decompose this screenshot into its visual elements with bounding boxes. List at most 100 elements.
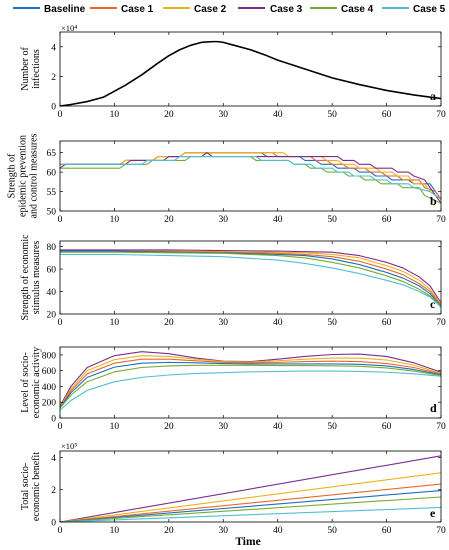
legend-item: Case 5 [382, 4, 446, 15]
y-tick-label: 60 [47, 169, 57, 179]
plot-frame [59, 346, 442, 419]
legend-item: Case 3 [238, 4, 303, 15]
y-tick-label: 0 [51, 415, 56, 425]
series-line [59, 370, 442, 411]
series-line [59, 483, 442, 523]
x-tick-label: 60 [382, 526, 392, 536]
panel-letter: c [430, 297, 436, 311]
y-tick-label: 400 [42, 383, 57, 393]
panel-e: 0 10 20 30 40 50 60 70 0 2 4 ×10⁵ e Total socio-econo… [20, 441, 446, 536]
y-axis-label: Level of socio-economic activity [20, 347, 42, 418]
x-tick-label: 50 [327, 215, 337, 225]
y-tick-label: 0 [51, 103, 56, 113]
legend-item: Case 1 [90, 4, 154, 15]
axis-multiplier: ×10⁴ [61, 23, 77, 33]
x-tick-label: 20 [164, 110, 174, 120]
legend-label: Case 1 [121, 4, 154, 15]
series-line [59, 472, 442, 523]
x-tick-label: 50 [327, 422, 337, 432]
x-tick-label: 40 [273, 422, 283, 432]
x-tick-label: 40 [273, 110, 283, 120]
y-tick-label: 600 [42, 367, 57, 377]
panel-letter: b [430, 194, 437, 208]
plot-frame [59, 240, 442, 315]
x-tick-label: 20 [164, 422, 174, 432]
y-tick-label: 4 [51, 454, 56, 464]
series-line [60, 251, 442, 307]
series-line [59, 358, 442, 408]
legend-item: Case 2 [163, 4, 227, 15]
series-line [59, 455, 442, 523]
series-line [60, 250, 442, 306]
y-tick-label: 50 [47, 208, 57, 218]
y-axis-label: Number ofinfections [20, 47, 42, 91]
x-tick-label: 20 [164, 215, 174, 225]
series-line [59, 496, 442, 523]
series-line [60, 250, 442, 305]
x-tick-label: 60 [382, 318, 392, 328]
axis-multiplier: ×10⁵ [61, 441, 77, 451]
x-tick-label: 40 [273, 215, 283, 225]
series-line [60, 156, 442, 200]
series-line [59, 355, 442, 408]
y-axis-label: Strength of economicstimulus measures [20, 234, 42, 321]
panel-b: 0 10 20 30 40 50 60 70 50 55 60 65 b Strength ofepide… [7, 133, 447, 225]
x-tick-label: 0 [58, 318, 63, 328]
x-tick-label: 20 [164, 318, 174, 328]
x-tick-label: 30 [219, 215, 229, 225]
x-tick-label: 10 [110, 526, 120, 536]
panel-letter: d [430, 401, 437, 415]
plot-frame [59, 140, 442, 212]
series-line [59, 152, 442, 204]
x-tick-label: 60 [382, 215, 392, 225]
series-line [59, 364, 442, 409]
x-tick-label: 20 [164, 526, 174, 536]
series-line [60, 253, 442, 308]
y-tick-label: 0 [51, 519, 56, 529]
panel-d: 0 10 20 30 40 50 60 70 0 200 400 600 800 d Level of so… [20, 346, 446, 432]
x-tick-label: 30 [219, 422, 229, 432]
x-tick-label: 10 [110, 318, 120, 328]
x-tick-label: 40 [273, 526, 283, 536]
x-tick-label: 10 [110, 110, 120, 120]
series-line [59, 506, 442, 523]
y-tick-label: 80 [47, 243, 57, 253]
y-tick-label: 2 [51, 486, 56, 496]
series-line [59, 361, 442, 409]
x-tick-label: 70 [436, 318, 446, 328]
x-tick-label: 0 [58, 422, 63, 432]
x-tick-label: 50 [327, 110, 337, 120]
y-tick-label: 20 [47, 311, 57, 321]
x-tick-label: 10 [110, 215, 120, 225]
legend-label: Case 3 [270, 4, 303, 15]
y-tick-label: 4 [51, 43, 56, 53]
series-line [60, 152, 442, 200]
series-line [60, 249, 442, 304]
x-tick-label: 40 [273, 318, 283, 328]
y-tick-label: 40 [47, 288, 57, 298]
legend: Baseline Case 1 Case 2 Case 3 Case 4 Case 5 [13, 4, 446, 15]
x-tick-label: 0 [58, 526, 63, 536]
y-axis-label: Total socio-economic benefit [20, 452, 42, 521]
plot-frame [59, 450, 442, 523]
y-tick-label: 2 [51, 73, 56, 83]
legend-item: Baseline [13, 4, 86, 15]
y-tick-label: 800 [42, 351, 57, 361]
y-tick-label: 60 [47, 266, 57, 276]
x-tick-label: 50 [327, 318, 337, 328]
legend-label: Case 2 [194, 4, 227, 15]
panel-letter: a [430, 89, 436, 103]
x-tick-label: 30 [219, 110, 229, 120]
series-line [59, 489, 442, 523]
y-tick-label: 55 [47, 188, 57, 198]
x-tick-label: 30 [219, 318, 229, 328]
panel-c: 0 10 20 30 40 50 60 70 20 40 60 80 c Strength of econ… [20, 234, 446, 328]
x-tick-label: 30 [219, 526, 229, 536]
y-tick-label: 200 [42, 399, 57, 409]
x-tick-label: 0 [58, 110, 63, 120]
x-tick-label: 60 [382, 422, 392, 432]
x-tick-label: 60 [382, 110, 392, 120]
legend-label: Case 5 [413, 4, 446, 15]
